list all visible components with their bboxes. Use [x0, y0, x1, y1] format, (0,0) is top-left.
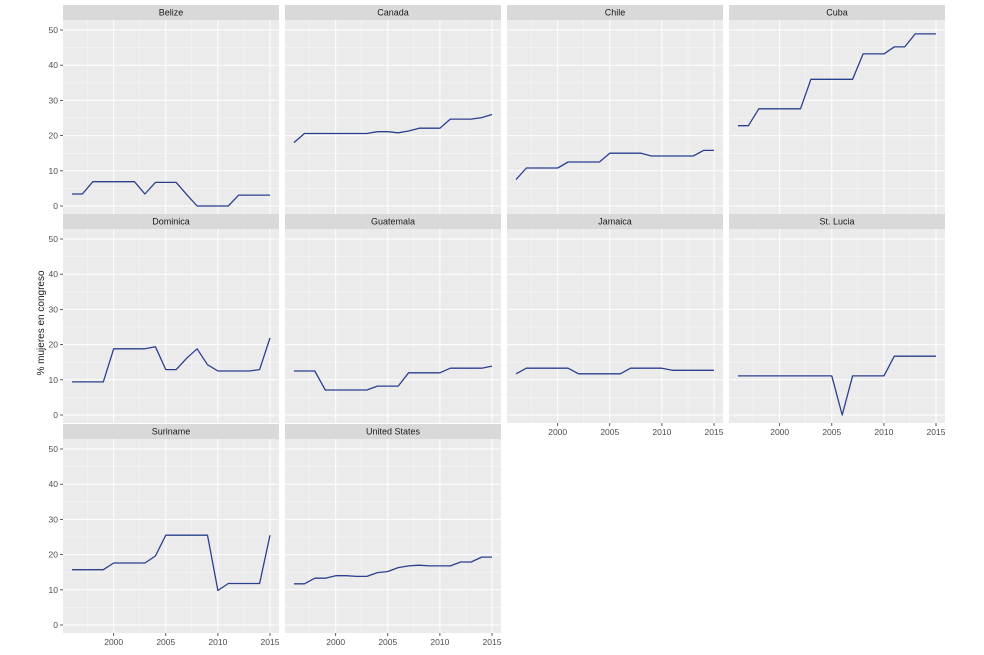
strip-label-belize: Belize	[159, 8, 184, 18]
y-tick-label: 0	[53, 620, 58, 630]
strip-st-lucia	[729, 214, 945, 229]
y-tick-label: 10	[49, 585, 59, 595]
series-line-st-lucia	[738, 355, 936, 416]
panel-background-jamaica	[507, 229, 723, 423]
x-tick-label: 2015	[261, 637, 280, 647]
y-tick-label: 10	[49, 166, 59, 176]
strip-united-states	[285, 424, 501, 439]
x-tick-label: 2010	[430, 637, 449, 647]
x-tick-label: 2000	[104, 637, 123, 647]
x-tick-label: 2010	[208, 637, 227, 647]
panel-background-united-states	[285, 439, 501, 633]
panel-background-guatemala	[285, 229, 501, 423]
strip-belize	[63, 5, 279, 20]
strip-label-united-states: United States	[366, 427, 421, 437]
y-tick-label: 10	[49, 375, 59, 385]
y-tick-label: 50	[49, 25, 59, 35]
y-axis-title: % mujeres en congreso	[36, 270, 47, 375]
panel-cuba: Cuba	[729, 5, 945, 214]
panel-belize: Belize 0 10 20 30 40 50	[49, 5, 279, 214]
panel-background-cuba	[729, 20, 945, 214]
series-line-guatemala	[294, 365, 493, 391]
strip-label-st-lucia: St. Lucia	[819, 217, 854, 227]
x-tick-label: 2000	[548, 427, 567, 437]
strip-chile	[507, 5, 723, 20]
strip-cuba	[729, 5, 945, 20]
x-tick-label: 2005	[600, 427, 619, 437]
x-tick-label: 2005	[378, 637, 397, 647]
facet-panels: Belize 0 10 20 30 40 50 Canada Chile Cuba Dominica…	[49, 5, 946, 647]
panel-background-chile	[507, 20, 723, 214]
series-line-cuba	[738, 33, 936, 127]
panel-dominica: Dominica 0 10 20 30 40 50	[49, 214, 279, 423]
x-tick-label: 2000	[770, 427, 789, 437]
strip-label-chile: Chile	[605, 8, 626, 18]
y-tick-label: 30	[49, 95, 59, 105]
strip-dominica	[63, 214, 279, 229]
x-tick-label: 2015	[483, 637, 502, 647]
series-line-belize	[72, 181, 270, 207]
strip-canada	[285, 5, 501, 20]
y-tick-label: 40	[49, 60, 59, 70]
series-line-jamaica	[515, 367, 714, 375]
y-tick-label: 0	[53, 410, 58, 420]
y-tick-label: 0	[53, 201, 58, 211]
y-tick-label: 50	[49, 234, 59, 244]
series-line-dominica	[72, 337, 271, 383]
strip-suriname	[63, 424, 279, 439]
panel-guatemala: Guatemala	[285, 214, 501, 423]
strip-label-cuba: Cuba	[826, 8, 848, 18]
series-line-chile	[515, 149, 714, 181]
x-tick-label: 2005	[822, 427, 841, 437]
panel-background-belize	[63, 20, 279, 214]
strip-jamaica	[507, 214, 723, 229]
strip-label-guatemala: Guatemala	[371, 217, 415, 227]
x-tick-label: 2015	[705, 427, 724, 437]
y-tick-label: 20	[49, 340, 59, 350]
y-tick-label: 50	[49, 444, 59, 454]
panel-background-suriname	[63, 439, 279, 633]
y-tick-label: 20	[49, 550, 59, 560]
panel-background-dominica	[63, 229, 279, 423]
panel-suriname: Suriname 0 10 20 30 40 50 2000 2005 2010 2015	[49, 424, 280, 647]
x-tick-label: 2005	[156, 637, 175, 647]
strip-label-dominica: Dominica	[152, 217, 190, 227]
y-tick-label: 40	[49, 269, 59, 279]
strip-label-jamaica: Jamaica	[598, 217, 632, 227]
panel-chile: Chile	[507, 5, 723, 214]
x-tick-label: 2015	[927, 427, 946, 437]
series-line-canada	[293, 113, 493, 144]
x-tick-label: 2010	[652, 427, 671, 437]
strip-label-suriname: Suriname	[152, 427, 191, 437]
panel-st-lucia: St. Lucia 2000 2005 2010 2015	[729, 214, 946, 437]
panel-united-states: United States 2000 2005 2010 2015	[285, 424, 502, 647]
y-tick-label: 20	[49, 131, 59, 141]
y-tick-label: 40	[49, 479, 59, 489]
x-tick-label: 2010	[874, 427, 893, 437]
strip-guatemala	[285, 214, 501, 229]
y-tick-label: 30	[49, 304, 59, 314]
series-line-suriname	[72, 534, 271, 592]
panel-background-st-lucia	[729, 229, 945, 423]
panel-jamaica: Jamaica 2000 2005 2010 2015	[507, 214, 724, 437]
x-tick-label: 2000	[326, 637, 345, 647]
strip-label-canada: Canada	[377, 8, 409, 18]
panel-background-canada	[285, 20, 501, 214]
y-tick-label: 30	[49, 514, 59, 524]
series-line-united-states	[294, 556, 492, 585]
panel-canada: Canada	[285, 5, 501, 214]
